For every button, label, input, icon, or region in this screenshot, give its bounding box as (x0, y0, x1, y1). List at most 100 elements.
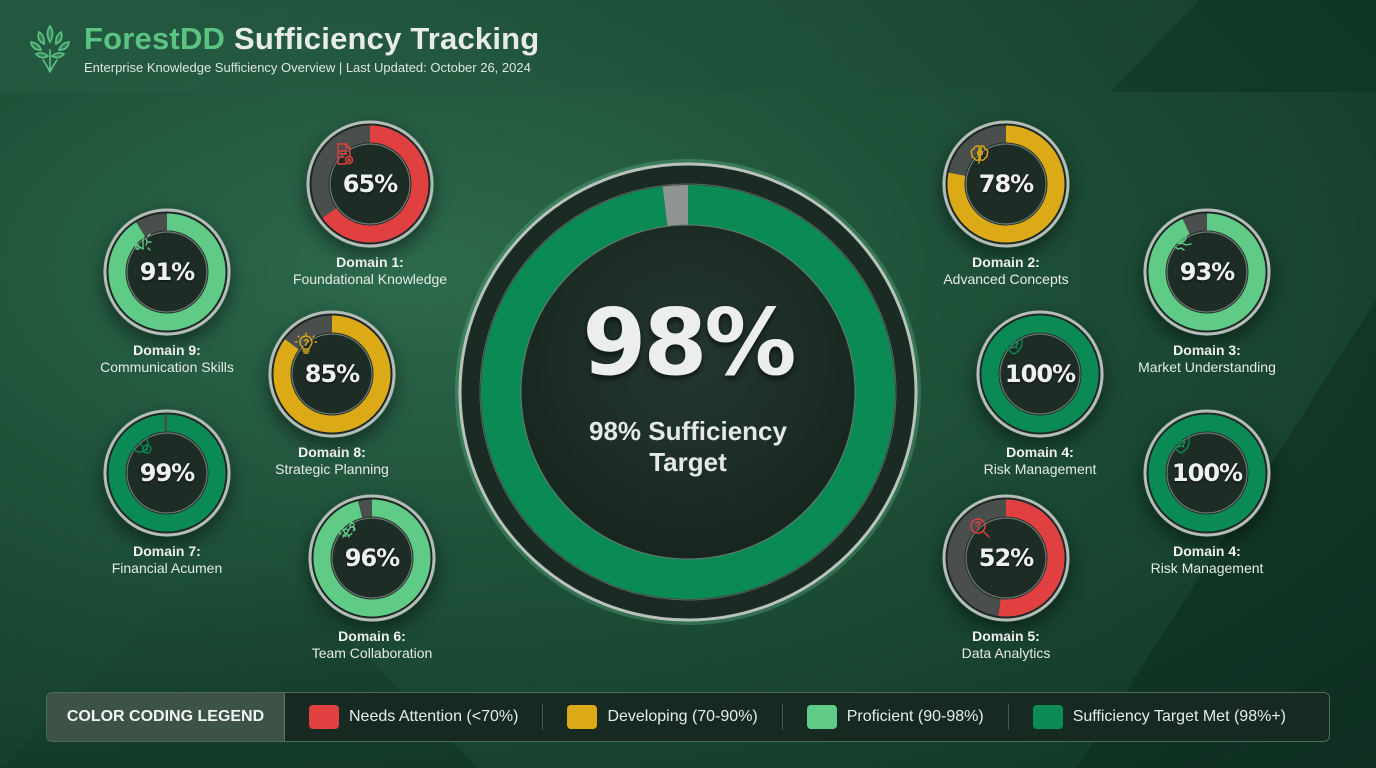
title-text: Sufficiency Tracking (225, 21, 540, 56)
legend-swatch-light-green (806, 705, 837, 729)
shield-star-icon (1005, 333, 1023, 355)
gauge-label: Domain 1: Foundational Knowledge (293, 254, 447, 288)
domain-number: Domain 9: (133, 342, 201, 358)
gauge-ring: 99% (103, 409, 231, 537)
gauge-percent: 96% (344, 544, 400, 572)
legend-divider (781, 704, 783, 730)
gauge-center: 100% (1169, 432, 1245, 511)
domain-title: Market Understanding (1138, 359, 1276, 375)
legend-item-proficient: Proficient (90-98%) (783, 705, 1008, 729)
gauge-percent: 52% (978, 544, 1034, 572)
overall-label-line2: Target (649, 446, 727, 477)
gauge-ring-svg (942, 494, 1070, 622)
domain-gauge-market-understanding[interactable]: 93% Domain 3: Market Understanding (1138, 208, 1276, 376)
gauge-ring-svg (976, 310, 1104, 438)
overall-label: 98% Sufficiency Target (589, 416, 787, 478)
gauge-center: 100% (1002, 333, 1078, 412)
domain-title: Strategic Planning (275, 461, 389, 477)
brand-name: ForestDD (84, 21, 226, 56)
legend-label: Sufficiency Target Met (98%+) (1072, 708, 1286, 725)
domain-title: Advanced Concepts (943, 271, 1069, 287)
overall-label-line1: 98% Sufficiency (589, 415, 787, 446)
gauge-label: Domain 3: Market Understanding (1138, 342, 1276, 376)
gauge-center: 93% (1169, 231, 1245, 310)
gauge-label: Domain 9: Communication Skills (100, 342, 234, 376)
legend-title: COLOR CODING LEGEND (47, 693, 285, 741)
gauge-ring: 93% (1143, 208, 1271, 336)
gauge-center: 65% (332, 143, 408, 222)
gauge-ring: 100% (976, 310, 1104, 438)
legend-divider (1007, 704, 1009, 730)
gauge-percent: 85% (304, 360, 360, 388)
legend-item-developing: Developing (70-90%) (543, 705, 781, 729)
gauge-center: 96% (334, 519, 410, 596)
search-question-icon (970, 518, 990, 538)
color-legend: COLOR CODING LEGEND Needs Attention (<70… (46, 692, 1330, 742)
legend-label: Needs Attention (<70%) (349, 708, 519, 725)
domain-number: Domain 6: (338, 628, 406, 644)
gauge-percent: 93% (1179, 258, 1235, 286)
gauge-center: 52% (968, 518, 1044, 596)
page-header: ForestDD Sufficiency Tracking Enterprise… (26, 20, 539, 75)
lightbulb-icon (294, 332, 318, 354)
center-content: 98% 98% Sufficiency Target (521, 225, 855, 559)
shield-star-icon (1172, 432, 1190, 454)
gauge-ring-svg (1143, 409, 1271, 537)
team-icon (336, 519, 356, 538)
brain-icon (970, 145, 989, 164)
gauge-percent: 99% (139, 459, 195, 487)
legend-swatch-red (309, 705, 339, 729)
gauge-ring-svg (306, 120, 434, 248)
domain-gauge-team-collaboration[interactable]: 96% Domain 6: Team Collaboration (308, 494, 436, 662)
gauge-label: Domain 5: Data Analytics (962, 628, 1051, 662)
gauge-label: Domain 8: Strategic Planning (275, 444, 389, 478)
gauge-percent: 78% (978, 170, 1034, 198)
domain-gauge-advanced-concepts[interactable]: 78% Domain 2: Advanced Concepts (942, 120, 1070, 288)
gauge-label: Domain 7: Financial Acumen (112, 543, 223, 577)
megaphone-icon (131, 233, 152, 251)
domain-gauge-strategic-planning[interactable]: 85% Domain 8: Strategic Planning (268, 310, 396, 478)
legend-divider (542, 704, 544, 730)
gauge-center: 78% (968, 145, 1044, 222)
legend-label: Developing (70-90%) (607, 708, 758, 725)
domain-title: Risk Management (983, 461, 1097, 477)
domain-number: Domain 2: (972, 254, 1040, 270)
page-subtitle: Enterprise Knowledge Sufficiency Overvie… (84, 60, 531, 75)
gauge-label: Domain 2: Advanced Concepts (943, 254, 1068, 288)
domain-number: Domain 3: (1173, 342, 1241, 358)
gauge-ring-svg (942, 120, 1070, 248)
gauge-center: 99% (129, 432, 205, 511)
domain-number: Domain 7: (133, 543, 201, 559)
domain-gauge-data-analytics[interactable]: 52% Domain 5: Data Analytics (942, 494, 1070, 662)
domain-title: Data Analytics (961, 645, 1051, 661)
gauge-ring: 65% (306, 120, 434, 248)
domain-number: Domain 4: (1006, 444, 1074, 460)
domain-number: Domain 4: (1173, 543, 1241, 559)
stopwatch-coin-icon (131, 432, 152, 454)
gauge-label: Domain 4: Risk Management (1151, 543, 1264, 577)
gauge-ring: 100% (1143, 409, 1271, 537)
gauge-ring-svg (268, 310, 396, 438)
gauge-ring: 96% (308, 494, 436, 622)
domain-gauge-financial-acumen[interactable]: 99% Domain 7: Financial Acumen (103, 409, 231, 577)
gauge-percent: 91% (139, 258, 195, 286)
domain-title: Communication Skills (100, 359, 234, 375)
domain-gauge-communication-skills[interactable]: 91% Domain 9: Communication Skills (100, 208, 234, 376)
domain-title: Financial Acumen (111, 560, 223, 576)
domain-gauge-risk-management[interactable]: 100% Domain 4: Risk Management (976, 310, 1104, 478)
domain-gauge-foundational-knowledge[interactable]: 65% Domain 1: Foundational Knowledge (293, 120, 447, 288)
gauge-percent: 100% (1171, 459, 1243, 487)
gauge-ring: 85% (268, 310, 396, 438)
page-title: ForestDD Sufficiency Tracking (84, 20, 539, 58)
gauge-center: 91% (129, 233, 205, 310)
gauge-ring-svg (103, 208, 231, 336)
document-icon (337, 143, 354, 165)
domain-number: Domain 5: (972, 628, 1040, 644)
legend-swatch-dark-green (1032, 705, 1063, 729)
overall-sufficiency-gauge: 98% 98% Sufficiency Target (454, 158, 922, 626)
header-band (0, 0, 1200, 92)
domain-number: Domain 1: (336, 254, 404, 270)
domain-gauge-risk-management[interactable]: 100% Domain 4: Risk Management (1143, 409, 1271, 577)
gauge-label: Domain 6: Team Collaboration (312, 628, 433, 662)
domain-number: Domain 8: (298, 444, 366, 460)
